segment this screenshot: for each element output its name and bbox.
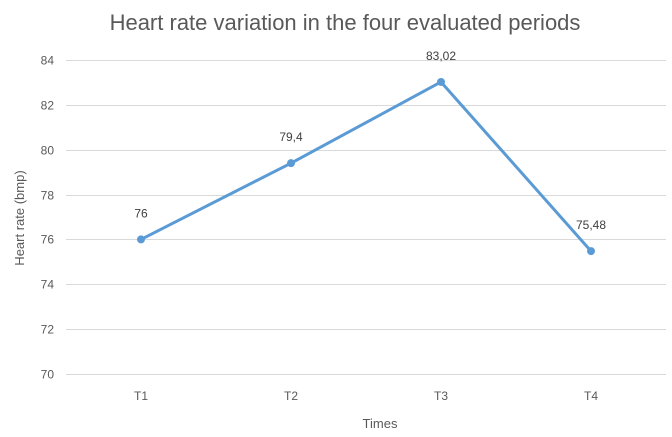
data-label: 83,02: [426, 49, 456, 63]
x-tick-label: T3: [434, 389, 448, 403]
y-tick-label: 70: [41, 368, 55, 382]
y-tick-label: 76: [41, 233, 55, 247]
y-tick-label: 82: [41, 99, 55, 113]
y-tick-label: 84: [41, 54, 55, 68]
series-layer: [137, 77, 595, 256]
y-tick-label: 78: [41, 189, 55, 203]
x-tick-label: T4: [584, 389, 598, 403]
data-label: 76: [134, 206, 148, 220]
x-axis-label: Times: [363, 416, 398, 431]
x-tick-label: T2: [284, 389, 298, 403]
data-point: [437, 77, 445, 86]
chart-title: Heart rate variation in the four evaluat…: [110, 10, 581, 35]
gridlines: [66, 60, 666, 375]
data-point: [587, 247, 595, 256]
data-label: 75,48: [576, 218, 606, 232]
y-tick-label: 72: [41, 323, 55, 337]
series-line: [139, 80, 593, 253]
y-axis-label: Heart rate (bmp): [12, 170, 27, 265]
data-point: [287, 159, 295, 168]
x-axis-tick-labels: T1 T2 T3 T4: [134, 389, 598, 403]
y-tick-label: 74: [41, 278, 55, 292]
data-point: [137, 235, 145, 244]
x-tick-label: T1: [134, 389, 148, 403]
data-labels: 76 79,4 83,02 75,48: [134, 49, 606, 232]
data-label: 79,4: [279, 130, 303, 144]
y-axis-tick-labels: 70 72 74 76 78 80 82 84: [41, 54, 55, 382]
y-tick-label: 80: [41, 144, 55, 158]
